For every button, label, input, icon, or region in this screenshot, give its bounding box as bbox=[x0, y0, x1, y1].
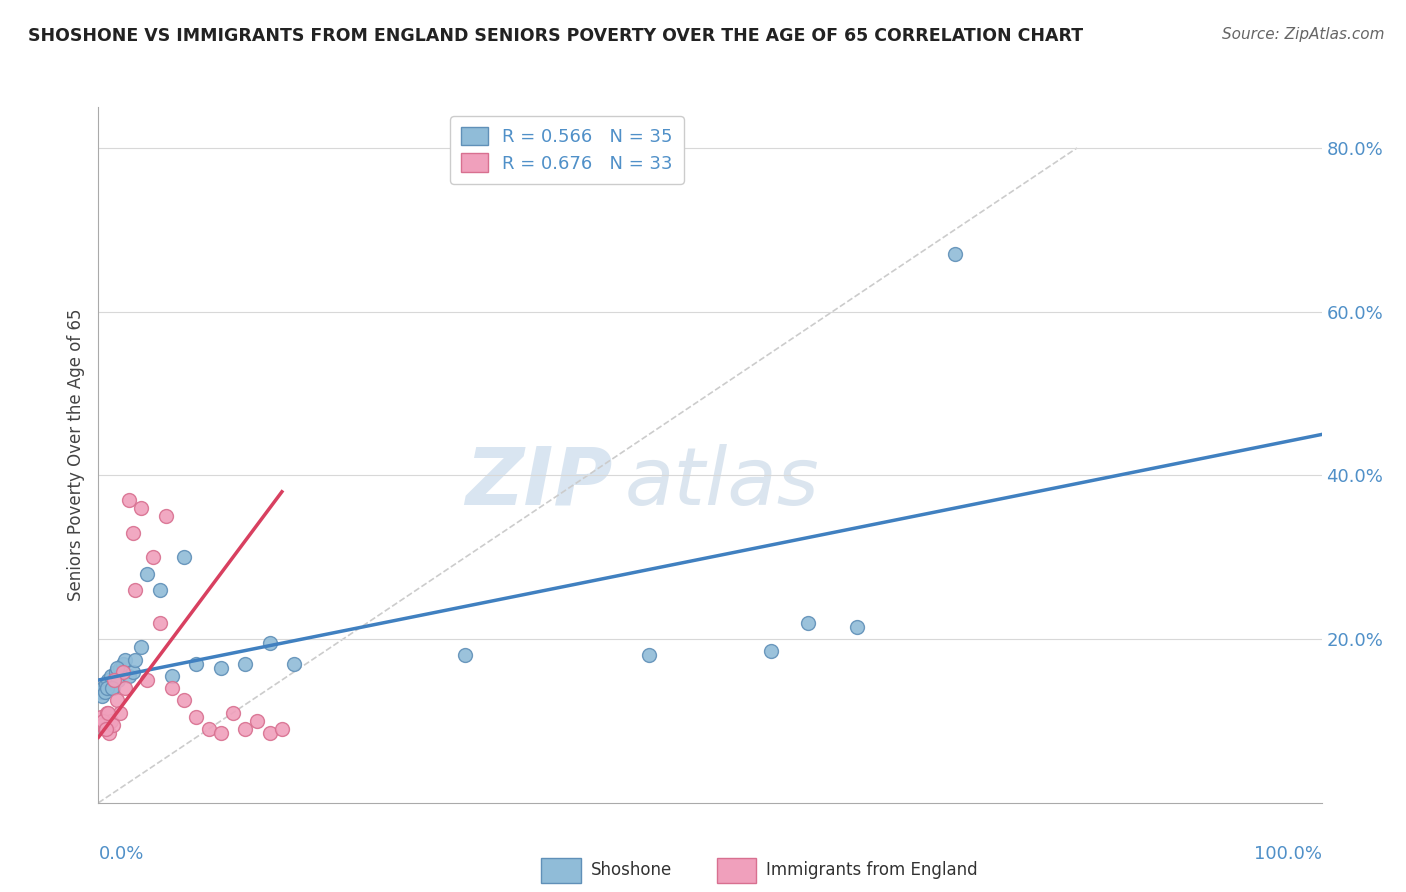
Point bbox=[110, 661, 132, 675]
Text: 0.0%: 0.0% bbox=[98, 845, 143, 863]
Point bbox=[111, 665, 134, 679]
Point bbox=[845, 620, 868, 634]
Y-axis label: Seniors Poverty Over the Age of 65: Seniors Poverty Over the Age of 65 bbox=[67, 309, 86, 601]
Point bbox=[93, 685, 115, 699]
Point bbox=[114, 681, 136, 696]
Point bbox=[93, 722, 115, 736]
Point bbox=[160, 669, 183, 683]
Point bbox=[121, 665, 143, 679]
Point bbox=[114, 652, 136, 666]
Point bbox=[160, 681, 183, 696]
Point bbox=[761, 644, 783, 658]
Point bbox=[233, 657, 256, 671]
Point bbox=[105, 693, 128, 707]
Point bbox=[283, 657, 305, 671]
Point bbox=[100, 669, 122, 683]
Point bbox=[186, 657, 208, 671]
Point bbox=[129, 640, 152, 655]
Point bbox=[454, 648, 477, 663]
Point bbox=[129, 501, 152, 516]
Text: ZIP: ZIP bbox=[465, 443, 612, 522]
Point bbox=[91, 718, 114, 732]
Text: Source: ZipAtlas.com: Source: ZipAtlas.com bbox=[1222, 27, 1385, 42]
Point bbox=[797, 615, 820, 630]
Text: SHOSHONE VS IMMIGRANTS FROM ENGLAND SENIORS POVERTY OVER THE AGE OF 65 CORRELATI: SHOSHONE VS IMMIGRANTS FROM ENGLAND SENI… bbox=[28, 27, 1083, 45]
Point bbox=[101, 681, 124, 696]
Point bbox=[90, 710, 112, 724]
Point bbox=[124, 582, 146, 597]
Point bbox=[259, 636, 281, 650]
Point bbox=[90, 685, 112, 699]
Text: Shoshone: Shoshone bbox=[591, 861, 672, 879]
Point bbox=[91, 690, 114, 704]
Point bbox=[233, 722, 256, 736]
Point bbox=[101, 718, 124, 732]
Point bbox=[91, 714, 114, 728]
Point bbox=[155, 509, 177, 524]
Point bbox=[142, 550, 165, 565]
Point bbox=[246, 714, 269, 728]
Point bbox=[149, 582, 172, 597]
Point bbox=[121, 525, 143, 540]
Point bbox=[107, 673, 129, 687]
Point bbox=[103, 673, 125, 687]
Point bbox=[186, 710, 208, 724]
Point bbox=[136, 673, 159, 687]
Point bbox=[98, 726, 121, 740]
Point bbox=[118, 492, 141, 507]
Point bbox=[97, 706, 120, 720]
Point bbox=[96, 706, 118, 720]
Point bbox=[110, 706, 132, 720]
Point bbox=[209, 661, 232, 675]
Point bbox=[136, 566, 159, 581]
Point bbox=[270, 722, 294, 736]
Point bbox=[94, 677, 117, 691]
Point bbox=[118, 669, 141, 683]
Point bbox=[97, 673, 120, 687]
Point bbox=[91, 681, 114, 696]
Point bbox=[94, 722, 117, 736]
Point bbox=[259, 726, 281, 740]
Point bbox=[104, 665, 127, 679]
Point bbox=[173, 550, 195, 565]
Text: 100.0%: 100.0% bbox=[1254, 845, 1322, 863]
Legend: R = 0.566   N = 35, R = 0.676   N = 33: R = 0.566 N = 35, R = 0.676 N = 33 bbox=[450, 116, 683, 184]
Point bbox=[209, 726, 232, 740]
Point bbox=[943, 247, 966, 261]
Point bbox=[197, 722, 219, 736]
Point bbox=[96, 681, 118, 696]
Point bbox=[149, 615, 172, 630]
Point bbox=[100, 714, 122, 728]
Point bbox=[124, 652, 146, 666]
Text: atlas: atlas bbox=[624, 443, 820, 522]
Point bbox=[101, 681, 124, 696]
Text: Immigrants from England: Immigrants from England bbox=[766, 861, 979, 879]
Point bbox=[105, 661, 128, 675]
Point bbox=[222, 706, 245, 720]
Point bbox=[111, 657, 134, 671]
Point bbox=[173, 693, 195, 707]
Point bbox=[638, 648, 661, 663]
